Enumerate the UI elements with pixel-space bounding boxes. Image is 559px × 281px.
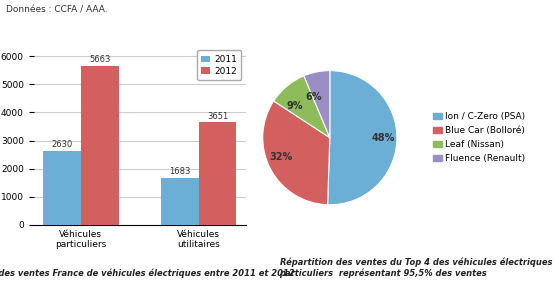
Bar xyxy=(43,151,81,225)
Text: 48%: 48% xyxy=(371,133,395,143)
Text: 5663: 5663 xyxy=(89,55,111,64)
Text: 32%: 32% xyxy=(269,152,293,162)
Text: Evolution des ventes France de véhicules électriques entre 2011 et 2012: Evolution des ventes France de véhicules… xyxy=(0,269,295,278)
Legend: Ion / C-Zero (PSA), Blue Car (Bolloré), Leaf (Nissan), Fluence (Renault): Ion / C-Zero (PSA), Blue Car (Bolloré), … xyxy=(432,110,527,165)
Text: Données : CCFA / AAA.: Données : CCFA / AAA. xyxy=(6,6,107,15)
Text: Répartition des ventes du Top 4 des véhicules électriques
particuliers  représen: Répartition des ventes du Top 4 des véhi… xyxy=(280,258,552,278)
Wedge shape xyxy=(263,101,330,205)
Wedge shape xyxy=(328,71,397,205)
Text: 9%: 9% xyxy=(287,101,303,111)
Legend: 2011, 2012: 2011, 2012 xyxy=(197,50,241,80)
Bar xyxy=(81,66,119,225)
Wedge shape xyxy=(304,71,330,138)
Bar xyxy=(161,178,198,225)
Wedge shape xyxy=(274,76,330,138)
Text: 3651: 3651 xyxy=(207,112,228,121)
Text: 2630: 2630 xyxy=(51,140,73,149)
Text: 1683: 1683 xyxy=(169,167,191,176)
Bar xyxy=(198,122,236,225)
Text: 6%: 6% xyxy=(305,92,321,102)
